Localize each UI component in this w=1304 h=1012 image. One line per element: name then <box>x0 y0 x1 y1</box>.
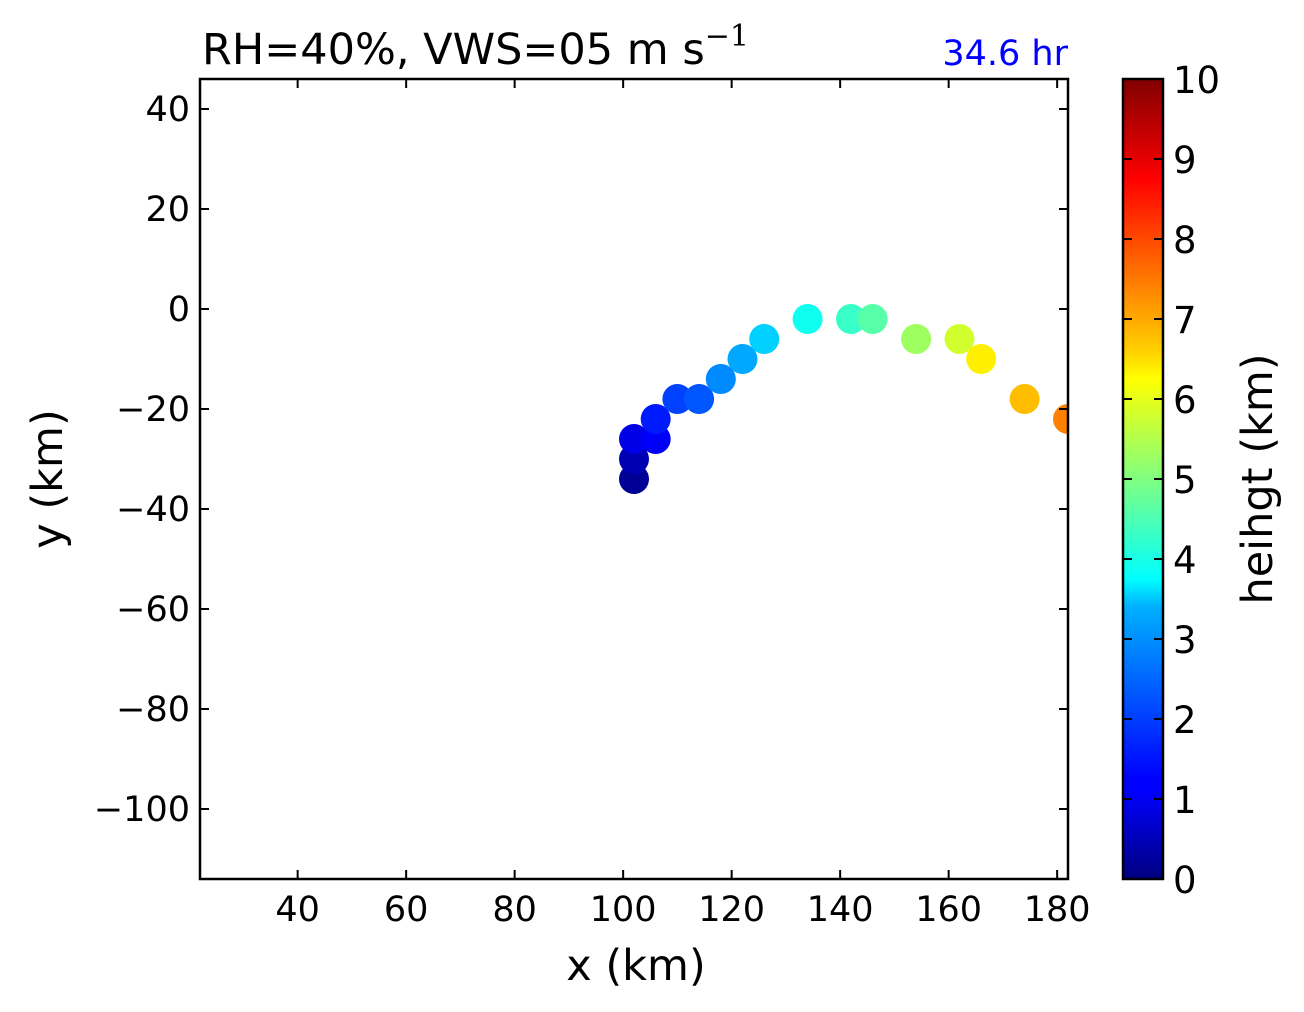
colorbar-tick-label: 0 <box>1173 859 1197 902</box>
colorbar-tick-label: 10 <box>1173 59 1220 102</box>
y-tick-label: 20 <box>145 190 190 230</box>
data-point <box>727 344 758 374</box>
colorbar-tick-label: 2 <box>1173 699 1197 742</box>
x-tick-label: 160 <box>915 890 982 930</box>
time-annotation: 34.6 hr <box>942 34 1068 74</box>
data-point <box>640 404 671 434</box>
data-point <box>792 304 823 334</box>
y-tick-label: −40 <box>116 490 190 530</box>
data-point <box>966 344 997 374</box>
data-points <box>619 304 1068 494</box>
x-tick-label: 60 <box>384 890 429 930</box>
colorbar-tick-label: 1 <box>1173 779 1197 822</box>
x-tick-label: 100 <box>590 890 657 930</box>
data-point <box>684 384 715 414</box>
colorbar-ticks: 0 1 2 3 4 5 6 7 8 9 10 <box>1123 59 1220 902</box>
axis-ticks: 40 60 80 100 120 140 160 180 40 20 0 −20 −40 −60 −80 −1… <box>94 79 1091 930</box>
data-point <box>705 364 736 394</box>
chart-title-main: RH=40%, VWS=05 m s <box>202 25 705 75</box>
data-point <box>749 324 780 354</box>
plot-frame <box>198 77 1070 881</box>
colorbar-tick-label: 8 <box>1173 219 1197 262</box>
data-point <box>857 304 888 334</box>
chart-title-superscript: −1 <box>705 19 749 54</box>
data-point <box>619 424 649 454</box>
data-point <box>1009 384 1040 414</box>
colorbar-label: heihgt (km) <box>1233 353 1283 604</box>
data-point <box>662 384 693 414</box>
colorbar-tick-label: 3 <box>1173 619 1197 662</box>
y-tick-label: −60 <box>116 590 190 630</box>
x-tick-label: 180 <box>1024 890 1091 930</box>
x-axis-label: x (km) <box>566 941 705 991</box>
x-tick-label: 140 <box>807 890 874 930</box>
colorbar-tick-label: 6 <box>1173 379 1197 422</box>
colorbar-tick-label: 5 <box>1173 459 1197 502</box>
y-tick-label: −80 <box>116 690 190 730</box>
data-point <box>944 324 975 354</box>
y-axis-label: y (km) <box>23 409 73 548</box>
colorbar-tick-label: 9 <box>1173 139 1197 182</box>
chart-title: RH=40%, VWS=05 m s−1 <box>202 19 749 75</box>
data-point <box>836 304 866 334</box>
y-tick-label: −100 <box>94 790 190 830</box>
x-tick-label: 120 <box>698 890 765 930</box>
y-tick-label: 0 <box>168 290 190 330</box>
y-tick-label: −20 <box>116 390 190 430</box>
y-tick-label: 40 <box>145 90 190 130</box>
x-tick-label: 40 <box>275 890 320 930</box>
colorbar-tick-label: 4 <box>1173 539 1197 582</box>
data-point <box>1053 404 1068 434</box>
data-point <box>901 324 932 354</box>
colorbar-tick-label: 7 <box>1173 299 1197 342</box>
x-tick-label: 80 <box>492 890 537 930</box>
